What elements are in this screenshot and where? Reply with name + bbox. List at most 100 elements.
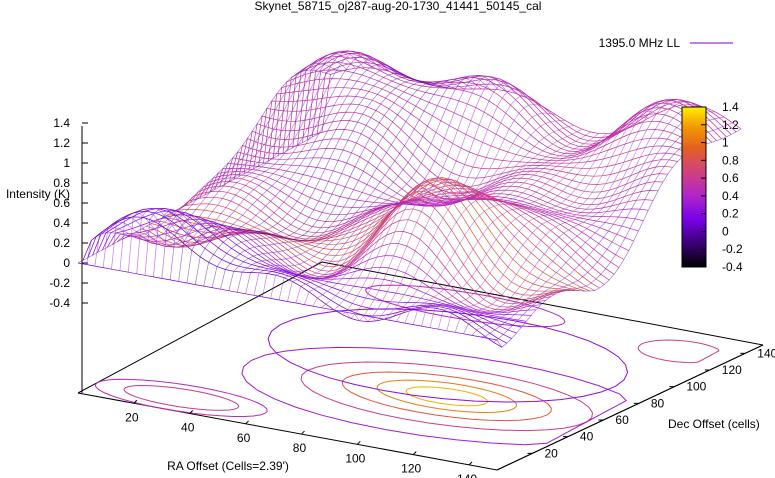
- y-tick-label: 40: [580, 430, 594, 444]
- z-axis-label: Intensity (K): [6, 187, 70, 201]
- surface-row-line: [116, 222, 537, 314]
- x-tick-label: 60: [237, 431, 251, 445]
- z-tick-label: -0.4: [49, 296, 70, 310]
- surface-col-line: [471, 111, 716, 336]
- colorbar-tick-label: 0.8: [722, 153, 739, 167]
- contour-line: [341, 371, 552, 422]
- surface-col-line: [194, 79, 440, 285]
- x-tick-label: 40: [181, 421, 195, 435]
- surface-col-line: [446, 98, 691, 331]
- x-tick-label: 120: [401, 462, 421, 476]
- surface-col-line: [228, 78, 473, 291]
- surface-col-line: [186, 77, 431, 284]
- x-tick-mark: [245, 420, 249, 425]
- surface-col-line: [404, 117, 649, 324]
- colorbar-tick-label: -0.4: [722, 260, 743, 274]
- x-tick-label: 20: [125, 410, 139, 424]
- surface-col-line: [161, 63, 406, 279]
- surface-col-line: [437, 98, 683, 330]
- surface-mesh: [77, 50, 742, 348]
- x-tick-mark: [468, 461, 473, 466]
- surface-col-line: [345, 131, 591, 320]
- surface-row-line: [302, 50, 722, 148]
- surface-col-line: [337, 128, 582, 316]
- surface-col-line: [463, 105, 708, 334]
- colorbar-tick-label: 0.6: [722, 171, 739, 185]
- x-axis-label: RA Offset (Cells=2.39'): [167, 459, 289, 473]
- surface-col-line: [127, 50, 373, 273]
- z-tick-label: 0.4: [53, 216, 70, 230]
- surface-col-line: [262, 75, 507, 297]
- surface-col-line: [253, 75, 499, 296]
- contour-line: [300, 361, 594, 432]
- z-tick-label: 0.6: [53, 196, 70, 210]
- surface-row-line: [321, 67, 742, 135]
- z-tick-label: 1.2: [53, 136, 70, 150]
- surface-col-line: [354, 133, 599, 322]
- z-tick-label: -0.2: [49, 276, 70, 290]
- surface-col-line: [111, 53, 356, 270]
- surface-col-line: [454, 101, 700, 333]
- x-tick-mark: [189, 410, 194, 414]
- surface-col-line: [387, 126, 633, 321]
- contour-line: [241, 346, 628, 446]
- z-tick-label: 0.2: [53, 236, 70, 250]
- colorbar-ticks: 1.4 1.2 1 0.8 0.6 0.4 0.2 0 -0.2 -0.4: [701, 100, 743, 274]
- z-tick-label: 1: [63, 156, 70, 170]
- surface-col-line: [278, 82, 524, 301]
- surface-col-line: [220, 80, 465, 290]
- surface-col-line: [312, 112, 557, 307]
- contour-line: [637, 339, 720, 364]
- colorbar-tick-label: -0.2: [722, 242, 743, 256]
- surface-col-line: [119, 50, 365, 271]
- y-tick-label: 80: [651, 396, 665, 410]
- surface-col-line: [144, 54, 390, 276]
- y-tick-label: 100: [686, 380, 706, 394]
- surface-col-line: [295, 95, 541, 304]
- surface-row-line: [292, 52, 712, 152]
- contour-line: [123, 384, 240, 411]
- surface-col-line: [371, 132, 616, 322]
- y-tick-label: 60: [615, 413, 629, 427]
- surface-col-line: [245, 75, 490, 294]
- contour-line: [94, 378, 268, 417]
- surface-row-line: [297, 50, 717, 150]
- x-tick-mark: [356, 440, 361, 445]
- x-tick-label: 140: [457, 472, 477, 478]
- surface-col-line: [362, 133, 608, 323]
- contour-line: [405, 386, 488, 407]
- surface-col-line: [421, 105, 666, 327]
- colorbar-tick-label: 0.2: [722, 207, 739, 221]
- surface-col-line: [178, 73, 423, 282]
- x-axis-ticks: 20 40 60 80 100 120 140: [125, 399, 477, 478]
- surface-col-line: [94, 63, 339, 267]
- surface-col-line: [77, 131, 323, 264]
- y-tick-label: 120: [722, 363, 742, 377]
- surface-col-line: [203, 81, 448, 287]
- chart-title: Skynet_58715_oj287-aug-20-1730_41441_501…: [255, 0, 542, 13]
- colorbar: [681, 106, 707, 268]
- x-tick-mark: [133, 399, 138, 404]
- surface-col-line: [86, 69, 331, 265]
- surface-col-line: [320, 120, 566, 308]
- y-axis-ticks: 20 40 60 80 100 120 140: [527, 346, 775, 460]
- surface-row-line: [156, 179, 576, 291]
- colorbar-tick-label: 0.4: [722, 189, 739, 203]
- colorbar-tick-label: 1.2: [722, 118, 739, 132]
- legend-label: 1395.0 MHz LL: [599, 36, 681, 50]
- surface-col-line: [287, 88, 532, 302]
- x-tick-label: 80: [293, 441, 307, 455]
- contour-line: [376, 379, 518, 414]
- surface-col-line: [379, 129, 624, 320]
- base-plane: [77, 261, 764, 471]
- z-tick-label: 1.4: [53, 116, 70, 130]
- z-axis-ticks: -0.4 -0.2 0 0.2 0.4 0.6 0.8 1 1.2 1.4: [49, 116, 88, 310]
- z-tick-label: 0: [63, 256, 70, 270]
- surface-col-line: [412, 110, 658, 325]
- x-tick-mark: [301, 430, 305, 435]
- surface-col-line: [211, 81, 457, 288]
- surface-col-line: [303, 103, 549, 305]
- surface-col-line: [329, 124, 574, 311]
- z-tick-label: 0.8: [53, 176, 70, 190]
